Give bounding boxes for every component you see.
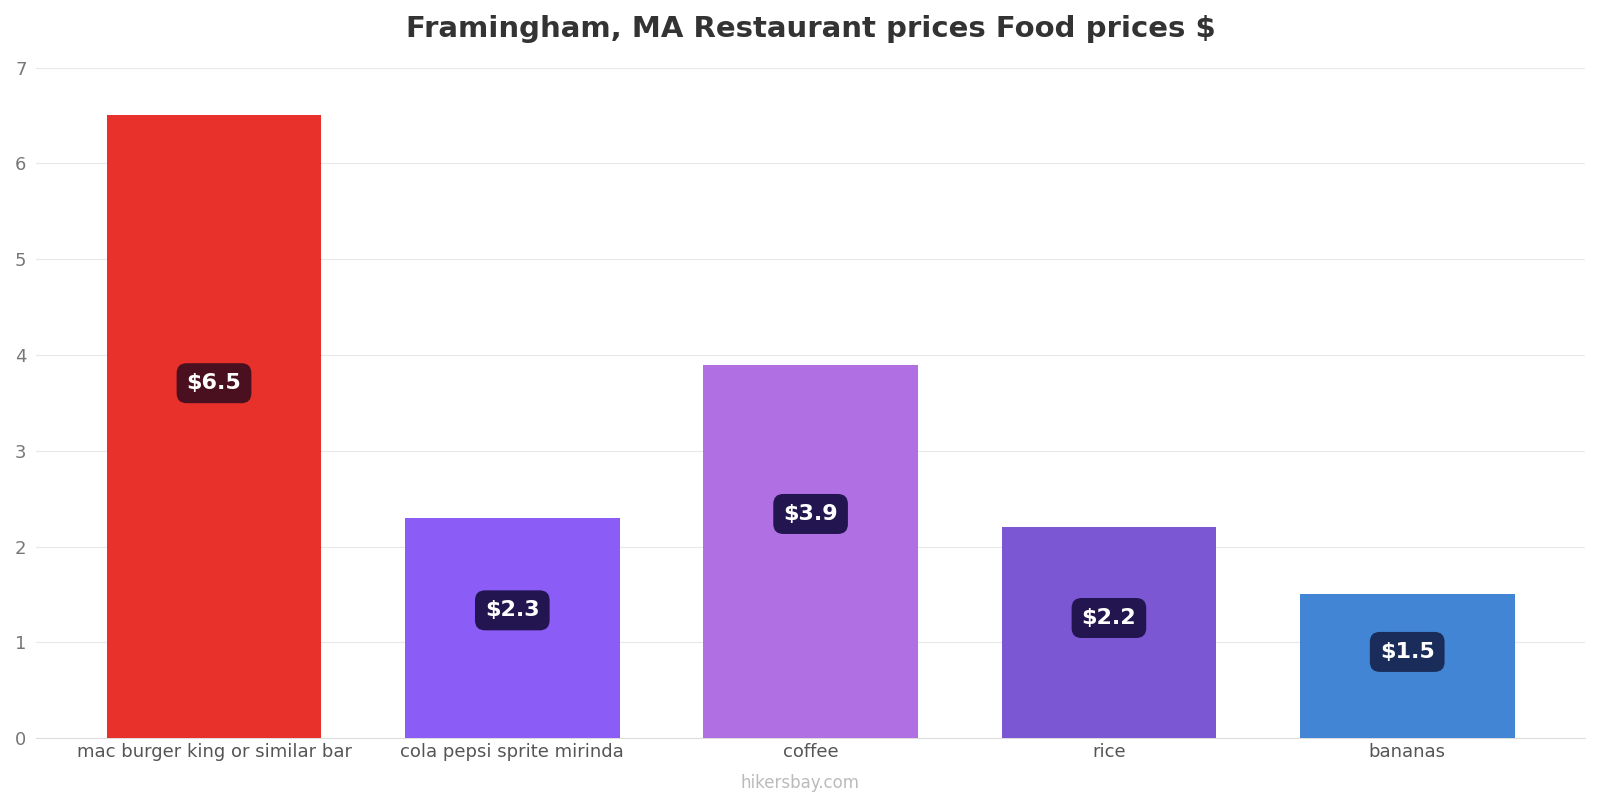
Text: $3.9: $3.9 [784,504,838,524]
Bar [405,518,619,738]
Bar [1299,594,1515,738]
Title: Framingham, MA Restaurant prices Food prices $: Framingham, MA Restaurant prices Food pr… [406,15,1216,43]
Text: $2.3: $2.3 [485,600,539,620]
Bar [107,115,322,738]
Text: hikersbay.com: hikersbay.com [741,774,859,792]
Bar [1002,527,1216,738]
Text: $1.5: $1.5 [1379,642,1435,662]
Text: $6.5: $6.5 [187,374,242,394]
Text: $2.2: $2.2 [1082,608,1136,628]
Bar [704,365,918,738]
